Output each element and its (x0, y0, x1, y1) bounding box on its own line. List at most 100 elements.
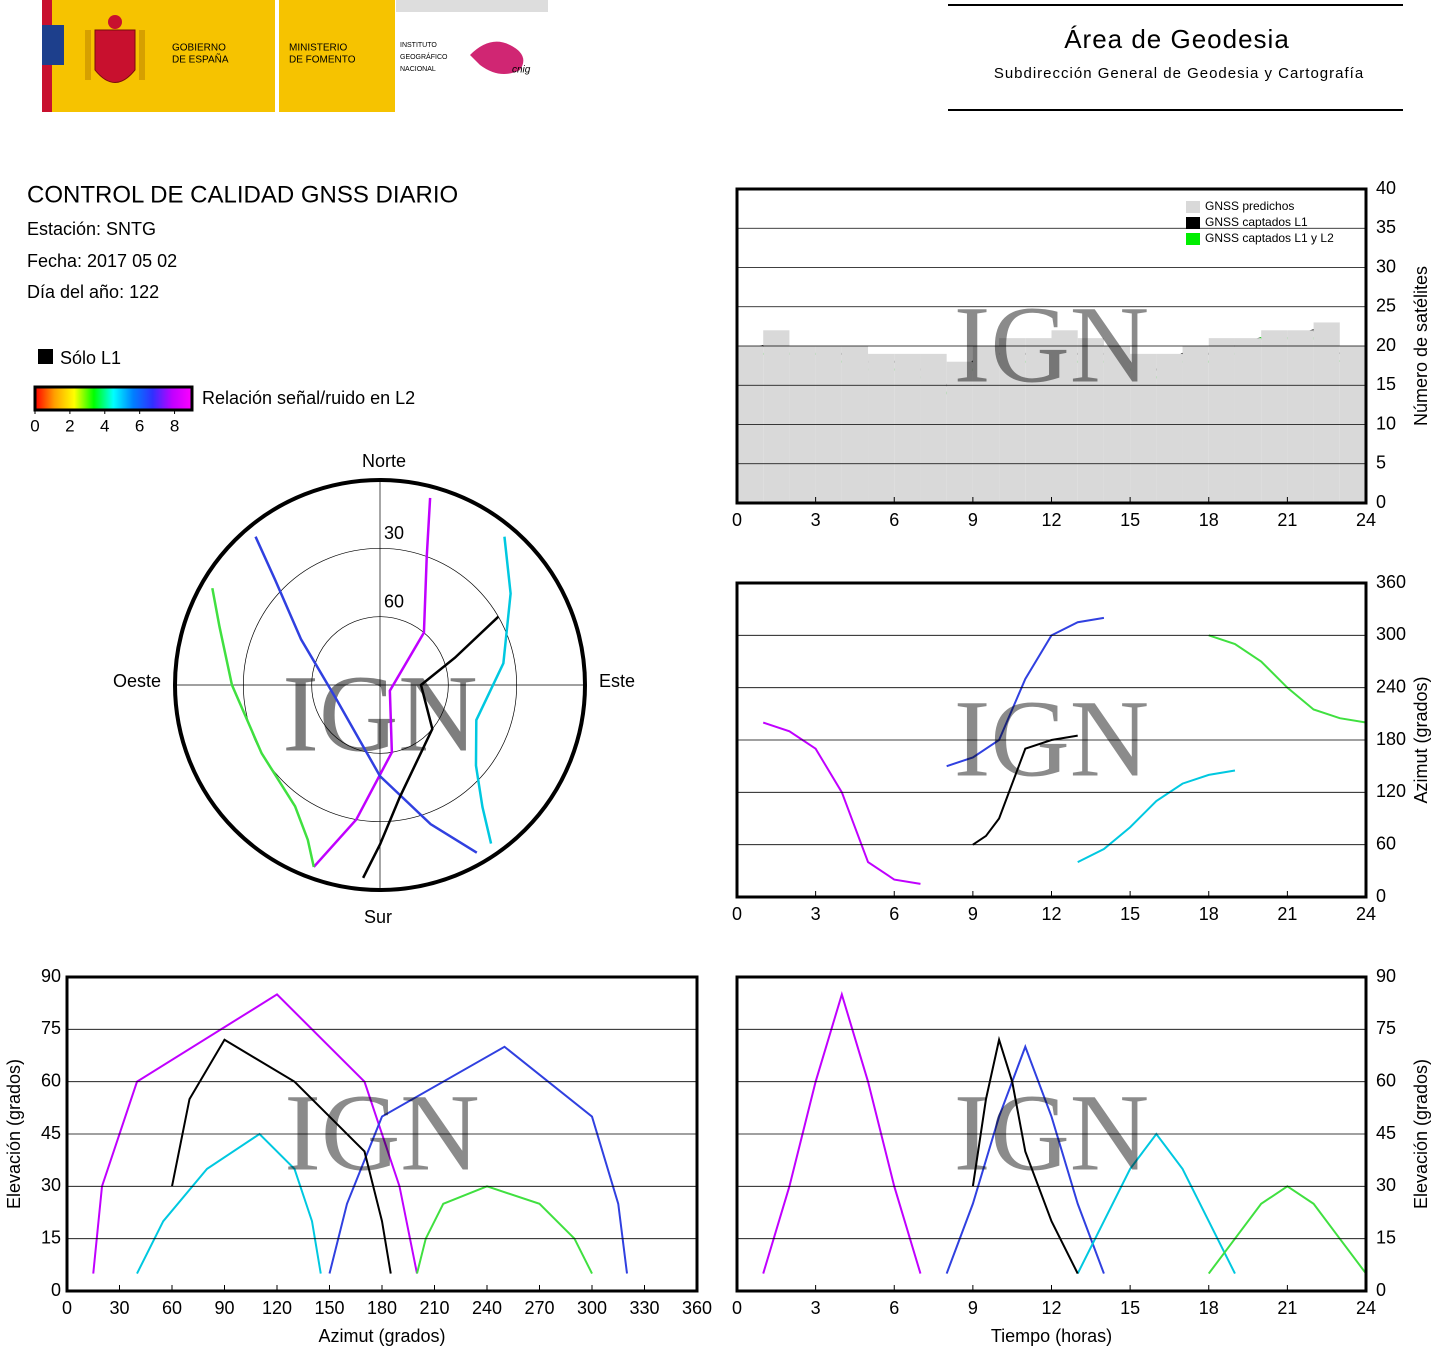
cnig-text: cnig (512, 65, 531, 76)
x-tick-label: 21 (1277, 904, 1297, 924)
station: Estación: SNTG (27, 219, 156, 239)
predicted-bar (763, 330, 790, 503)
y-axis-label: Elevación (grados) (4, 1059, 24, 1209)
y-tick-label: 5 (1376, 453, 1386, 473)
predicted-bar (999, 338, 1026, 503)
plot-frame (735, 187, 1368, 505)
logo-block (42, 0, 548, 112)
predicted-bar (868, 353, 895, 503)
x-tick-label: 3 (811, 904, 821, 924)
area-subtitle: Subdirección General de Geodesia y Carto… (994, 65, 1364, 82)
institute-text: GEOGRÁFICO (400, 52, 448, 61)
gov-text: DE ESPAÑA (172, 53, 229, 66)
y-tick-label: 15 (41, 1227, 61, 1247)
series-line (328, 1045, 628, 1274)
y-axis-label: Azimut (grados) (1411, 676, 1431, 803)
watermark: IGN (282, 652, 478, 774)
y-tick-label: 20 (1376, 335, 1396, 355)
y-tick-label: 120 (1376, 781, 1406, 801)
x-axis-label: Tiempo (horas) (991, 1326, 1112, 1346)
watermark: IGN (954, 1071, 1150, 1193)
x-tick-label: 270 (524, 1298, 554, 1318)
y-tick-label: 90 (1376, 966, 1396, 986)
y-tick-label: 10 (1376, 413, 1396, 433)
legend-swatch (1186, 201, 1200, 213)
x-tick-label: 180 (367, 1298, 397, 1318)
y-tick-label: 180 (1376, 729, 1406, 749)
x-tick-label: 21 (1277, 510, 1297, 530)
series-line (416, 1185, 593, 1275)
legend-swatch (1186, 233, 1200, 245)
direction-label: Sur (364, 907, 392, 927)
x-tick-label: 60 (162, 1298, 182, 1318)
satellite-track (254, 536, 478, 854)
institute-text: NACIONAL (400, 66, 436, 73)
x-tick-label: 18 (1199, 1298, 1219, 1318)
satellite-track (312, 497, 432, 868)
x-tick-label: 24 (1356, 904, 1376, 924)
watermark: IGN (284, 1071, 480, 1193)
predicted-bar (1025, 338, 1052, 503)
legend-swatch (1186, 217, 1200, 229)
x-tick-label: 300 (577, 1298, 607, 1318)
series-line (762, 721, 921, 885)
predicted-bar (1313, 322, 1340, 503)
predicted-bar (1051, 330, 1078, 503)
y-tick-label: 0 (1376, 492, 1386, 512)
x-tick-label: 9 (968, 510, 978, 530)
x-tick-label: 12 (1041, 510, 1061, 530)
x-tick-label: 0 (732, 510, 742, 530)
polar-ring (242, 547, 518, 823)
ministry-text: MINISTERIO (289, 43, 348, 54)
report-title: CONTROL DE CALIDAD GNSS DIARIO (27, 181, 458, 208)
y-tick-label: 60 (41, 1070, 61, 1090)
polar-ring-label: 30 (384, 523, 404, 543)
doy: Día del año: 122 (27, 282, 159, 302)
colorbar-tick-label: 2 (65, 416, 74, 435)
y-axis-label: Elevación (grados) (1411, 1059, 1431, 1209)
predicted-bar (1287, 330, 1314, 503)
area-title: Área de Geodesia (1064, 24, 1290, 54)
legend-label: GNSS predichos (1205, 199, 1294, 213)
y-tick-label: 0 (1376, 1280, 1386, 1300)
y-axis-label: Número de satélites (1411, 266, 1431, 426)
predicted-bar (1208, 338, 1235, 503)
y-tick-label: 35 (1376, 217, 1396, 237)
satellite-track (211, 587, 316, 868)
x-tick-label: 21 (1277, 1298, 1297, 1318)
colorbar-tick-label: 8 (170, 416, 179, 435)
y-tick-label: 240 (1376, 676, 1406, 696)
y-tick-label: 25 (1376, 296, 1396, 316)
institute-text: INSTITUTO (400, 42, 437, 49)
x-tick-label: 120 (262, 1298, 292, 1318)
date: Fecha: 2017 05 02 (27, 251, 177, 271)
y-tick-label: 30 (1376, 256, 1396, 276)
plot-frame (735, 581, 1368, 899)
x-tick-label: 9 (968, 1298, 978, 1318)
direction-label: Norte (362, 451, 406, 471)
x-tick-label: 15 (1120, 904, 1140, 924)
y-tick-label: 30 (1376, 1175, 1396, 1195)
y-tick-label: 40 (1376, 178, 1396, 198)
x-tick-label: 360 (682, 1298, 712, 1318)
x-tick-label: 240 (472, 1298, 502, 1318)
predicted-bar (1156, 353, 1183, 503)
predicted-bar (894, 353, 921, 503)
polar-ring (311, 616, 449, 754)
direction-label: Oeste (113, 671, 161, 691)
x-tick-label: 24 (1356, 1298, 1376, 1318)
satellite-track (474, 536, 512, 844)
y-tick-label: 45 (1376, 1123, 1396, 1143)
series-line (946, 616, 1105, 768)
y-tick-label: 0 (51, 1280, 61, 1300)
x-tick-label: 6 (889, 510, 899, 530)
x-tick-label: 6 (889, 1298, 899, 1318)
predicted-bar (1077, 338, 1104, 503)
x-tick-label: 18 (1199, 510, 1219, 530)
predicted-bar (1261, 330, 1288, 503)
colorbar-tick-label: 0 (30, 416, 39, 435)
y-tick-label: 60 (1376, 1070, 1396, 1090)
x-tick-label: 90 (214, 1298, 234, 1318)
x-tick-label: 3 (811, 1298, 821, 1318)
x-tick-label: 24 (1356, 510, 1376, 530)
